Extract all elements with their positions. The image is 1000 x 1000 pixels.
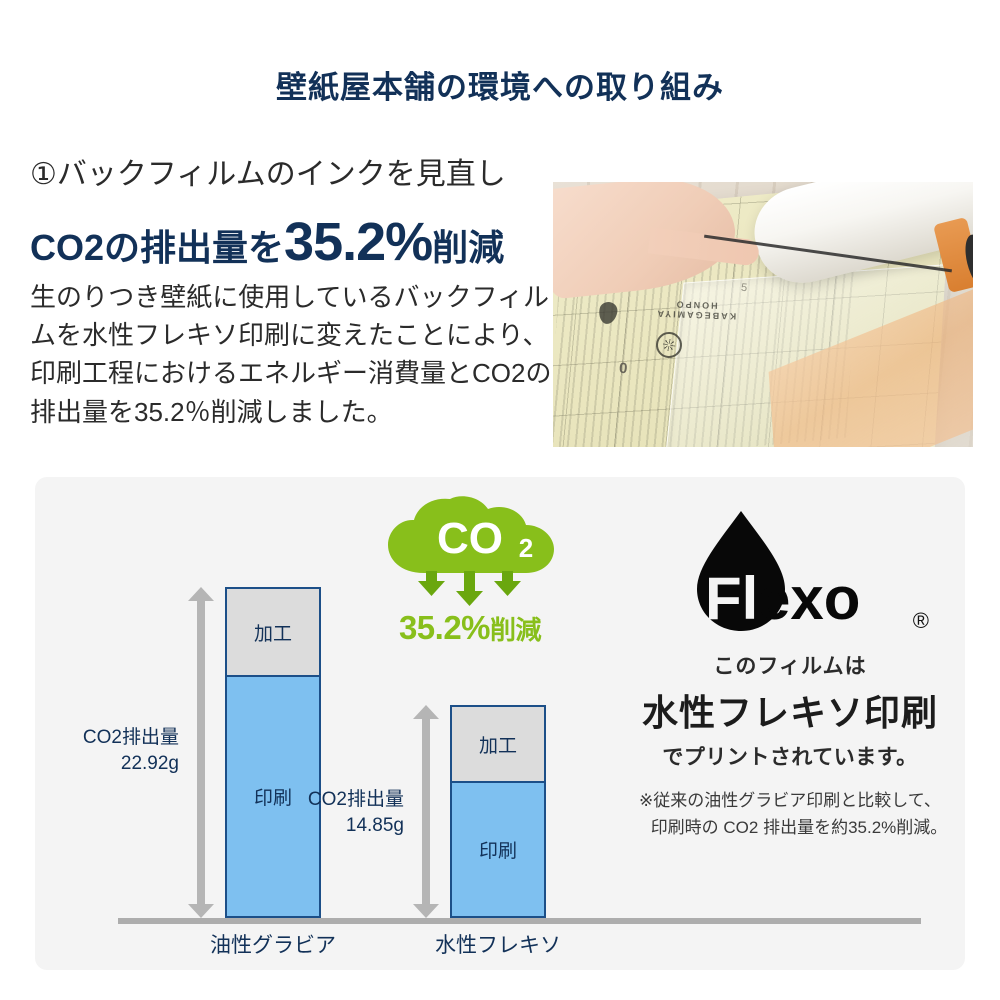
- dimension-arrow-water-flexo: [413, 705, 439, 918]
- photo-scale-5: 5: [740, 281, 748, 295]
- bar-water-flexo: 加工 印刷: [450, 705, 546, 918]
- bar-oil-gravure: 加工 印刷: [225, 587, 321, 918]
- flexo-line-2: 水性フレキソ印刷: [641, 692, 938, 733]
- headline-2-suffix: 削減: [432, 227, 505, 268]
- total-label-line2: 14.85g: [345, 814, 404, 836]
- intro-headline-2: CO2の排出量を35.2%削減: [30, 210, 555, 275]
- intro-headline-1: ①バックフィルムのインクを見直し: [30, 158, 506, 191]
- photo-film-logo-text: KABEGAMIYA HONPO: [655, 299, 737, 322]
- photo-transparent-film: [663, 259, 973, 447]
- total-label-line2: 22.92g: [120, 752, 179, 774]
- intro-body-copy: 生のりつき壁紙に使用しているバックフィルムを水性フレキソ印刷に変えたことにより、…: [30, 282, 552, 427]
- co2-cloud-icon: CO 2: [380, 495, 560, 606]
- chart-baseline-axis: [118, 918, 921, 924]
- bar-total-label-oil-gravure: CO2排出量 22.92g: [45, 725, 179, 776]
- co2-bar-chart: 加工 印刷 CO2排出量 22.92g 油性グラビア 加工 印刷: [35, 477, 921, 970]
- bar-segment-processing: 加工: [227, 589, 319, 677]
- total-label-line1: CO2排出量: [82, 727, 179, 748]
- flexo-line-1: このフィルムは: [713, 655, 867, 678]
- arrow-head-up-icon: [188, 587, 214, 601]
- flexo-info-block: Fl exo ® このフィルムは 水性フレキソ印刷 でプリントされています。 ※…: [615, 507, 965, 841]
- wallpaper-film-photo: KABEGAMIYA HONPO 0 5 10: [553, 182, 973, 447]
- axis-category-water-flexo: 水性フレキソ: [435, 934, 561, 957]
- page-title: 壁紙屋本舗の環境への取り組み: [276, 70, 724, 105]
- total-label-line1: CO2排出量: [307, 789, 404, 810]
- bar-segment-printing: 印刷: [227, 677, 319, 916]
- svg-text:2: 2: [519, 533, 533, 563]
- svg-text:exo: exo: [757, 565, 860, 632]
- bar-segment-printing: 印刷: [452, 783, 544, 916]
- co2-reduction-text: 35.2%削減: [370, 609, 570, 647]
- registered-trademark-icon: ®: [912, 608, 929, 633]
- arrow-head-down-icon: [413, 904, 439, 918]
- arrow-shaft: [197, 600, 205, 905]
- headline-2-prefix: CO2の排出量を: [30, 227, 285, 268]
- footnote-line-2: 印刷時の CO2 排出量を約35.2%削減。: [650, 818, 948, 838]
- flexo-line-3: でプリントされています。: [662, 746, 918, 769]
- svg-text:Fl: Fl: [705, 565, 758, 632]
- comparison-card: 加工 印刷 CO2排出量 22.92g 油性グラビア 加工 印刷: [35, 477, 965, 970]
- bar-total-label-water-flexo: CO2排出量 14.85g: [270, 787, 404, 838]
- bar-segment-processing: 加工: [452, 707, 544, 783]
- axis-category-oil-gravure: 油性グラビア: [210, 934, 336, 957]
- co2-reduction-block: CO 2 35.2%削減: [370, 495, 570, 647]
- flexo-logo: Fl exo ®: [645, 507, 935, 642]
- flexo-footnote: ※従来の油性グラビア印刷と比較して、 印刷時の CO2 排出量を約35.2%削減…: [615, 787, 965, 841]
- footnote-line-1: ※従来の油性グラビア印刷と比較して、: [639, 791, 941, 810]
- reduction-suffix: 削減: [490, 615, 542, 645]
- reduction-value: 35.2%: [398, 609, 491, 646]
- arrow-head-down-icon: [188, 904, 214, 918]
- arrow-head-up-icon: [413, 705, 439, 719]
- headline-2-value: 35.2%: [284, 212, 433, 272]
- arrow-shaft: [422, 718, 430, 905]
- dimension-arrow-oil-gravure: [188, 587, 214, 918]
- svg-text:CO: CO: [437, 514, 503, 563]
- photo-scale-0: 0: [618, 359, 628, 378]
